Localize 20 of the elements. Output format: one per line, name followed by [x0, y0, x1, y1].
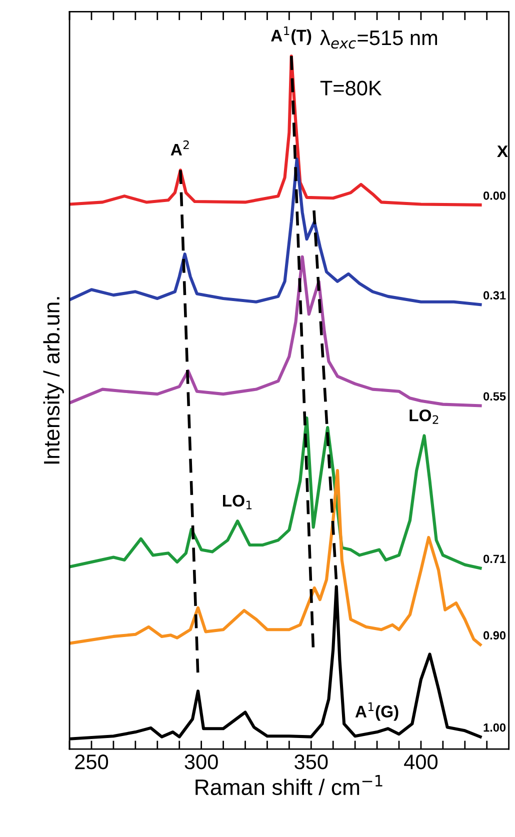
series-label: 0.00	[484, 191, 506, 200]
annotation: A$^{1}$(G)	[355, 702, 398, 721]
x-tick-label: 300	[184, 754, 218, 770]
series-label: 0.31	[484, 291, 506, 300]
series-label: 1.00	[484, 723, 506, 732]
series-label: 0.55	[484, 392, 506, 401]
series-label: 0.90	[484, 631, 506, 640]
x-tick-label: 350	[294, 754, 328, 770]
x-tick-label: 400	[404, 754, 438, 770]
x-axis-title: Raman shift / cm$^{−1}$	[196, 775, 382, 796]
annotation: T=80K	[320, 80, 382, 96]
annotation: LO$_{2}$	[410, 409, 438, 424]
x-tick-label: 250	[75, 754, 108, 770]
y-axis-title: Intensity / arb.un.	[43, 297, 64, 464]
annotation: LO$_{1}$	[223, 494, 252, 510]
series-label: 0.71	[484, 554, 506, 564]
text: λ$_{exc}$=515 nm	[320, 30, 438, 49]
annotation: A$^{2}$	[170, 140, 189, 156]
annotation: A$^{1}$(T)	[271, 26, 312, 45]
legend-title: X	[497, 146, 508, 158]
